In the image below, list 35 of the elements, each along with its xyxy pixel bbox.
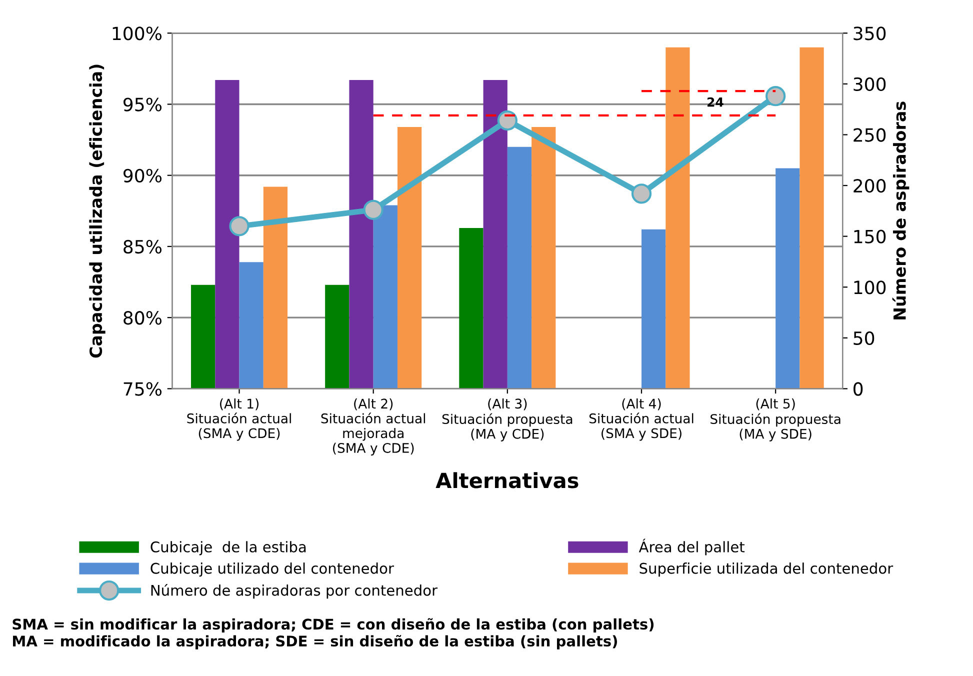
y2-tick-label: 50 [854,331,874,346]
y-tick-label: 85% [124,240,162,254]
y-tick-label: 80% [124,311,162,325]
x-tick-label: (Alt 3) Situación propuesta (MA y CDE) [442,398,572,442]
x-tick-label: (Alt 5) Situación propuesta (MA y SDE) [710,398,840,442]
legend-label: Número de aspiradoras por contenedor [151,584,438,599]
point [766,86,786,106]
legend-label: Cubicaje de la estiba [150,541,306,556]
y2-tick-label: 0 [854,382,863,396]
point [497,110,518,131]
point [363,200,384,220]
x-tick-label: (Alt 2) Situación actual mejorada (SMA y CDE) [321,398,426,456]
y-axis-title: Capacidad utilizada (eficiencia) [89,64,106,358]
x-tick-label: (Alt 1) Situación actual (SMA y CDE) [187,398,291,441]
y-tick-label: 95% [124,98,162,112]
y-tick-label: 100% [112,26,162,40]
text: SMA = sin modificar la aspiradora; CDE = con diseño de la estiba (con pallets) [12,618,654,632]
x-tick-label: (Alt 4) Situación actual (SMA y SDE) [589,398,694,441]
legend-label: Superficie utilizada del contenedor [640,562,894,577]
y2-tick-label: 300 [854,77,886,92]
y-tick-label: 75% [124,382,162,396]
y2-tick-label: 350 [854,26,886,40]
y2-tick-label: 250 [854,128,886,142]
x-axis-title: Alternativas [436,472,578,488]
text: MA = modificado la aspiradora; SDE = sin diseño de la estiba (sin pallets) [13,635,617,650]
y2-axis-title: Número de aspiradoras [892,102,910,320]
legend-label: Área del pallet [638,538,745,556]
y-tick-label: 90% [124,168,162,182]
point [631,184,652,204]
point [229,216,250,236]
y2-tick-label: 200 [854,178,886,193]
legend-label: Cubicaje utilizado del contenedor [150,562,394,577]
y2-tick-label: 150 [854,230,886,244]
y2-tick-label: 100 [854,280,886,294]
annotation: 24 [708,97,724,107]
